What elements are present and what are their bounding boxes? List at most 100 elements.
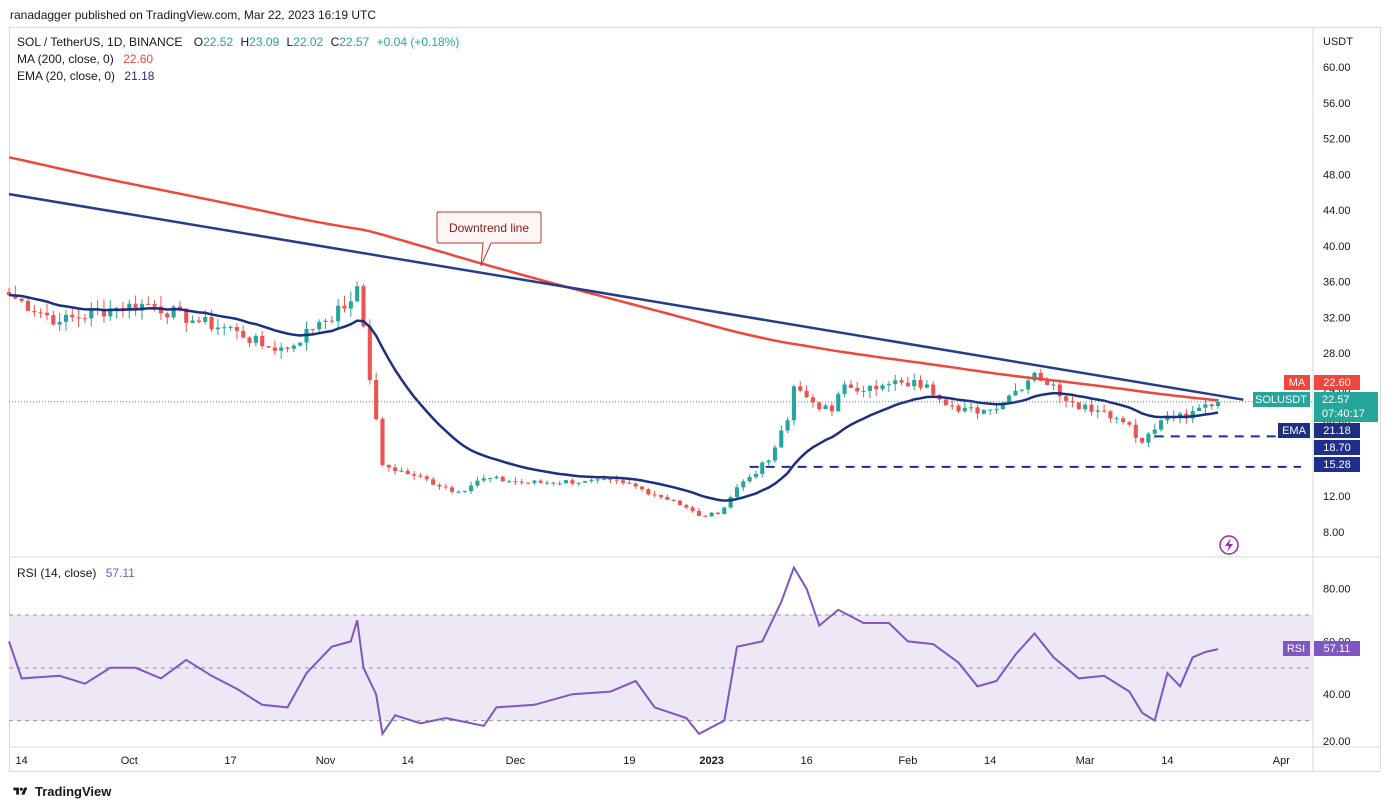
svg-text:57.11: 57.11	[1324, 643, 1351, 655]
candle-up	[1114, 418, 1119, 420]
candle-up	[741, 481, 746, 488]
price-tick-label: 40.00	[1323, 241, 1351, 253]
sol-price-label: SOLUSDT 22.57 07:40:17	[1253, 392, 1378, 422]
candle-down	[513, 481, 518, 483]
candle-down	[855, 387, 860, 392]
price-tick-label: 56.00	[1323, 98, 1351, 110]
candle-up	[962, 407, 967, 412]
tradingview-logo-icon	[13, 787, 28, 795]
candle-up	[981, 409, 986, 414]
candle-up	[456, 491, 461, 493]
candle-up	[582, 481, 588, 483]
candle-up	[89, 309, 94, 319]
time-tick-label: Dec	[506, 755, 526, 767]
candle-up	[969, 407, 974, 409]
candle-down	[260, 335, 265, 347]
price-tick-label: 52.00	[1323, 134, 1351, 146]
candle-down	[1057, 384, 1062, 397]
time-axis: 14 Oct 17 Nov 14 Dec 19 2023 16 Feb 14 Mar 14 Apr	[16, 755, 1291, 767]
candle-down	[931, 384, 936, 395]
svg-text:RSI: RSI	[1287, 643, 1305, 655]
candle-up	[589, 479, 594, 482]
candle-down	[6, 292, 12, 296]
candle-up	[1013, 390, 1018, 396]
price-axis-unit: USDT	[1323, 36, 1353, 48]
candle-down	[633, 483, 638, 487]
candle-down	[1038, 372, 1043, 381]
candle-down	[133, 303, 138, 311]
ma-legend[interactable]: MA (200, close, 0) 22.60	[17, 52, 154, 66]
candle-down	[1070, 400, 1075, 403]
candle-down	[310, 328, 315, 330]
candle-down	[1089, 404, 1094, 412]
svg-text:22.57: 22.57	[1322, 394, 1350, 406]
candle-down	[44, 312, 50, 316]
downtrend-line	[8, 192, 1244, 401]
time-tick-label: Apr	[1273, 755, 1290, 767]
candle-up	[399, 470, 404, 472]
svg-text:22.60: 22.60	[1323, 377, 1351, 389]
candle-down	[684, 505, 689, 508]
candle-down	[810, 397, 815, 403]
price-tick-label: 28.00	[1323, 348, 1351, 360]
candle-up	[545, 482, 550, 484]
candle-up	[823, 405, 828, 410]
candle-down	[209, 317, 214, 330]
candle-down	[380, 419, 385, 465]
candle-down	[500, 476, 505, 482]
candle-down	[70, 314, 75, 318]
publisher-credit: ranadagger published on TradingView.com,…	[10, 8, 377, 22]
candle-down	[905, 382, 910, 387]
price-tick-label: 32.00	[1323, 312, 1351, 324]
time-tick-label: Feb	[898, 755, 917, 767]
candle-down	[165, 313, 170, 318]
candle-down	[614, 479, 619, 481]
candle-down	[690, 507, 695, 512]
candle-down	[367, 326, 372, 381]
candle-down	[443, 486, 448, 488]
candle-down	[19, 298, 24, 301]
tradingview-brand[interactable]: TradingView	[12, 784, 111, 799]
candle-down	[234, 327, 239, 331]
candle-up	[355, 286, 360, 302]
candle-up	[760, 462, 765, 474]
candle-up	[988, 409, 993, 411]
time-tick-label: 2023	[699, 755, 723, 767]
candle-down	[196, 320, 201, 322]
chart-frame	[9, 27, 1381, 772]
symbol-legend[interactable]: SOL / TetherUS, 1D, BINANCE O22.52 H23.0…	[17, 35, 460, 49]
candle-down	[342, 305, 347, 309]
candle-up	[127, 303, 132, 311]
rsi-tick-label: 20.00	[1323, 736, 1351, 748]
candle-down	[975, 407, 980, 414]
price-tick-label: 12.00	[1323, 491, 1351, 503]
candle-up	[469, 485, 474, 492]
candle-down	[184, 308, 189, 323]
candle-up	[867, 385, 872, 391]
candle-up	[1159, 420, 1164, 430]
candle-up	[532, 480, 537, 483]
candle-up	[722, 507, 727, 515]
ema-20-line	[8, 293, 1219, 502]
rsi-tick-label: 80.00	[1323, 584, 1351, 596]
rsi-legend[interactable]: RSI (14, close) 57.11	[17, 566, 135, 580]
candle-down	[804, 390, 809, 398]
candle-down	[1209, 404, 1214, 407]
candle-up	[481, 478, 486, 481]
candle-up	[317, 321, 322, 330]
candle-up	[842, 384, 847, 394]
candle-down	[551, 482, 556, 484]
ma-price-label: MA 22.60	[1284, 375, 1360, 390]
candle-down	[241, 330, 246, 338]
candle-down	[146, 303, 151, 305]
candle-down	[1133, 424, 1138, 438]
candle-up	[1007, 395, 1012, 403]
candle-up	[507, 481, 512, 483]
candle-down	[1140, 437, 1145, 443]
candle-up	[336, 305, 341, 322]
bar-countdown: 07:40:17	[1322, 408, 1365, 420]
ema-legend[interactable]: EMA (20, close, 0) 21.18	[17, 69, 155, 83]
lightning-icon[interactable]	[1219, 535, 1239, 555]
